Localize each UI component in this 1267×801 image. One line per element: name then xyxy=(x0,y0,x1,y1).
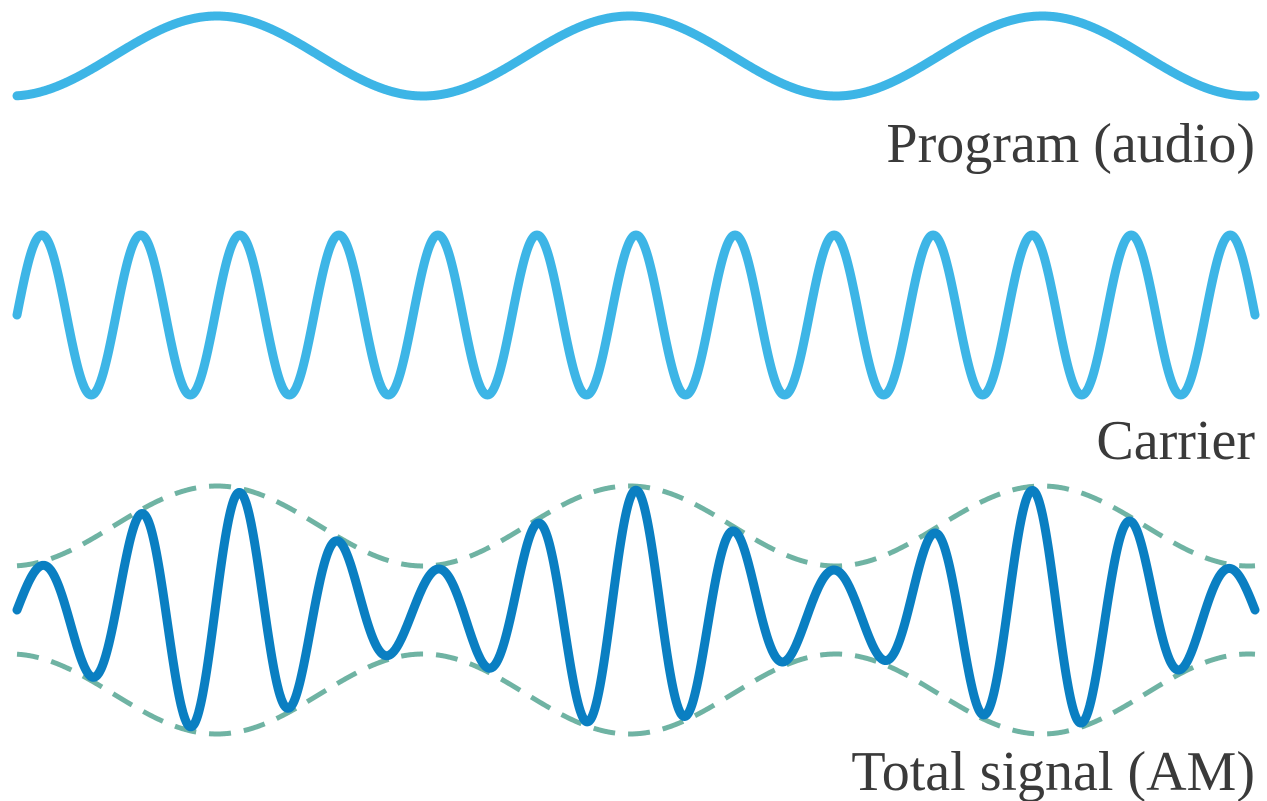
total-signal-label: Total signal (AM) xyxy=(851,741,1255,801)
am-signal-wave xyxy=(12,485,1260,732)
carrier-wave xyxy=(12,230,1260,400)
program-wave xyxy=(12,11,1260,101)
envelope-upper-dashed xyxy=(16,483,1256,569)
program-panel: Program (audio) xyxy=(12,11,1260,175)
carrier-label: Carrier xyxy=(1096,410,1255,472)
program-label: Program (audio) xyxy=(886,113,1255,175)
total-signal-panel: Total signal (AM) xyxy=(12,483,1260,801)
carrier-panel: Carrier xyxy=(12,230,1260,472)
envelope-lower-dashed xyxy=(16,651,1256,737)
